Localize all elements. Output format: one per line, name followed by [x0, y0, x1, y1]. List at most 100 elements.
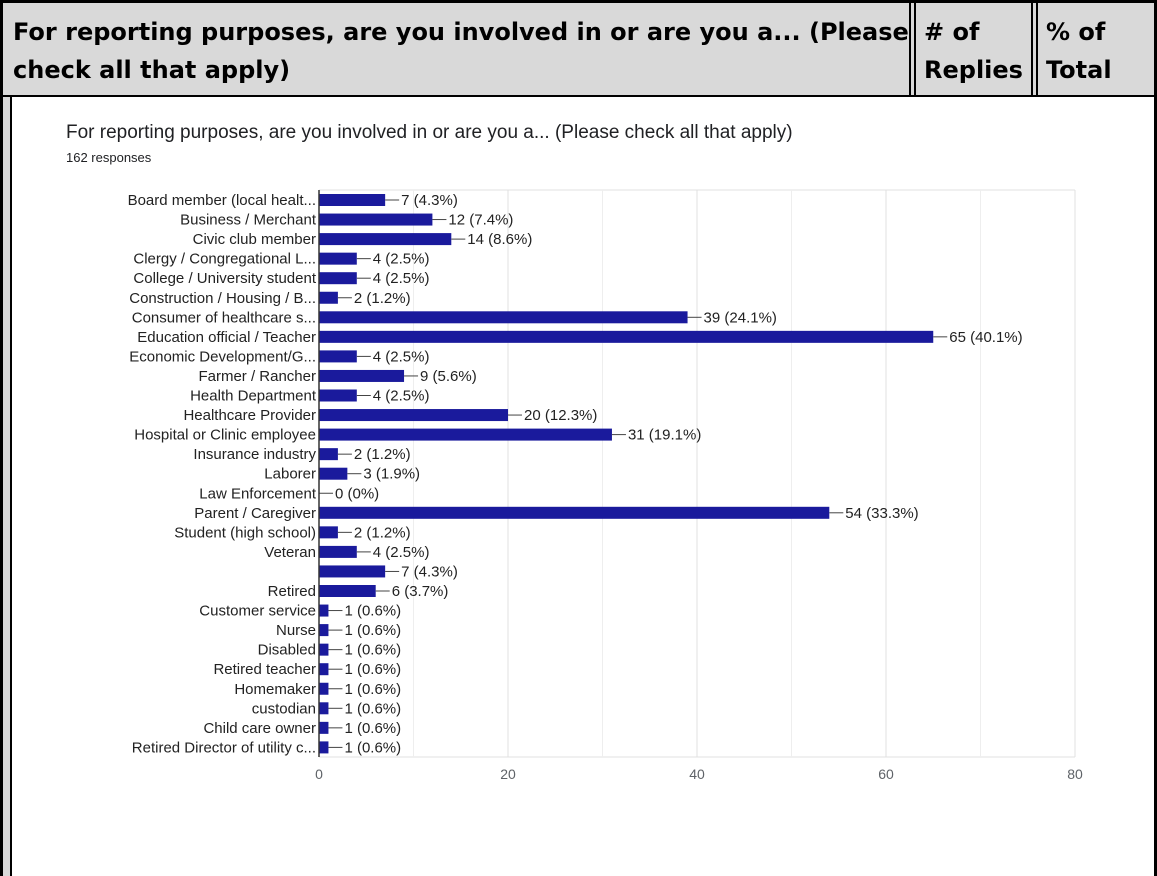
category-label: Education official / Teacher: [137, 329, 316, 346]
bar: [319, 545, 357, 558]
table-border-header: [0, 95, 1157, 97]
category-label: Student (high school): [174, 524, 316, 541]
header-replies-line2: Replies: [924, 56, 1023, 84]
table-left-strip: [0, 96, 10, 876]
category-label: custodian: [252, 700, 316, 717]
category-label: Nurse: [276, 622, 316, 639]
bar: [319, 565, 386, 578]
category-label: Business / Merchant: [180, 212, 317, 229]
bar: [319, 702, 329, 715]
category-label: Civic club member: [193, 231, 316, 248]
category-label: Homemaker: [234, 681, 316, 698]
data-label: 0 (0%): [335, 485, 379, 502]
data-label: 1 (0.6%): [344, 681, 401, 698]
data-label: 1 (0.6%): [344, 603, 401, 620]
category-label: Laborer: [264, 466, 316, 483]
data-label: 7 (4.3%): [401, 192, 458, 209]
data-label: 2 (1.2%): [354, 290, 411, 307]
category-label: Parent / Caregiver: [194, 505, 316, 522]
chart-title: For reporting purposes, are you involved…: [66, 122, 793, 143]
data-label: 4 (2.5%): [373, 251, 430, 268]
data-label: 54 (33.3%): [845, 505, 918, 522]
data-label: 4 (2.5%): [373, 544, 430, 561]
data-label: 14 (8.6%): [467, 231, 532, 248]
category-label: Farmer / Rancher: [198, 368, 316, 385]
bar: [319, 311, 688, 324]
category-label: Construction / Housing / B...: [129, 290, 316, 307]
table-inner-border: [10, 96, 12, 876]
chart-subtitle: 162 responses: [66, 150, 152, 165]
table-border-top: [0, 0, 1157, 3]
data-label: 20 (12.3%): [524, 407, 597, 424]
data-label: 1 (0.6%): [344, 622, 401, 639]
table-border-right: [1154, 0, 1157, 876]
category-label: Clergy / Congregational L...: [133, 251, 316, 268]
x-tick-label: 40: [689, 766, 705, 782]
bar: [319, 643, 329, 656]
data-label: 6 (3.7%): [392, 583, 449, 600]
bar: [319, 428, 612, 441]
bar: [319, 741, 329, 754]
data-label: 1 (0.6%): [344, 700, 401, 717]
category-label: Disabled: [258, 642, 316, 659]
category-label: Hospital or Clinic employee: [134, 427, 316, 444]
data-label: 12 (7.4%): [448, 212, 513, 229]
bar: [319, 369, 405, 382]
x-tick-label: 0: [315, 766, 323, 782]
bar: [319, 272, 357, 285]
data-label: 4 (2.5%): [373, 388, 430, 405]
data-label: 9 (5.6%): [420, 368, 477, 385]
category-label: Retired: [268, 583, 316, 600]
column-divider-1b: [914, 0, 916, 96]
category-label: College / University student: [133, 270, 316, 287]
category-label: Insurance industry: [193, 446, 316, 463]
category-label: Law Enforcement: [199, 485, 317, 502]
bar: [319, 682, 329, 695]
bar: [319, 350, 357, 363]
header-total-line1: % of: [1046, 18, 1106, 46]
table-border-left: [0, 0, 3, 876]
bar: [319, 624, 329, 637]
data-label: 1 (0.6%): [344, 720, 401, 737]
data-label: 1 (0.6%): [344, 642, 401, 659]
x-tick-label: 60: [878, 766, 894, 782]
bar: [319, 506, 830, 519]
bar: [319, 233, 452, 246]
data-label: 31 (19.1%): [628, 427, 701, 444]
bar: [319, 526, 338, 539]
category-label: Veteran: [264, 544, 316, 561]
header-total-line2: Total: [1046, 56, 1112, 84]
table-header-row: [0, 0, 1157, 96]
bar: [319, 467, 348, 480]
bar: [319, 252, 357, 265]
bar: [319, 721, 329, 734]
bar: [319, 389, 357, 402]
bar: [319, 409, 508, 422]
category-label: Healthcare Provider: [183, 407, 316, 424]
header-question-line2: check all that apply): [13, 56, 291, 84]
category-label: Consumer of healthcare s...: [132, 309, 316, 326]
column-divider-2b: [1036, 0, 1038, 96]
data-label: 3 (1.9%): [363, 466, 420, 483]
category-label: Retired Director of utility c...: [132, 739, 316, 756]
header-question-line1: For reporting purposes, are you involved…: [13, 18, 909, 46]
data-label: 1 (0.6%): [344, 739, 401, 756]
data-label: 39 (24.1%): [704, 309, 777, 326]
bar: [319, 585, 376, 597]
x-tick-label: 80: [1067, 766, 1083, 782]
data-label: 7 (4.3%): [401, 563, 458, 580]
category-label: Health Department: [190, 388, 317, 405]
bar: [319, 291, 338, 304]
data-label: 65 (40.1%): [949, 329, 1022, 346]
category-label: Child care owner: [203, 720, 316, 737]
data-label: 4 (2.5%): [373, 348, 430, 365]
data-label: 2 (1.2%): [354, 524, 411, 541]
bar: [319, 213, 433, 226]
data-label: 4 (2.5%): [373, 270, 430, 287]
bar: [319, 448, 338, 461]
bar: [319, 663, 329, 676]
category-label: Customer service: [199, 603, 316, 620]
column-divider-2: [1031, 0, 1033, 96]
